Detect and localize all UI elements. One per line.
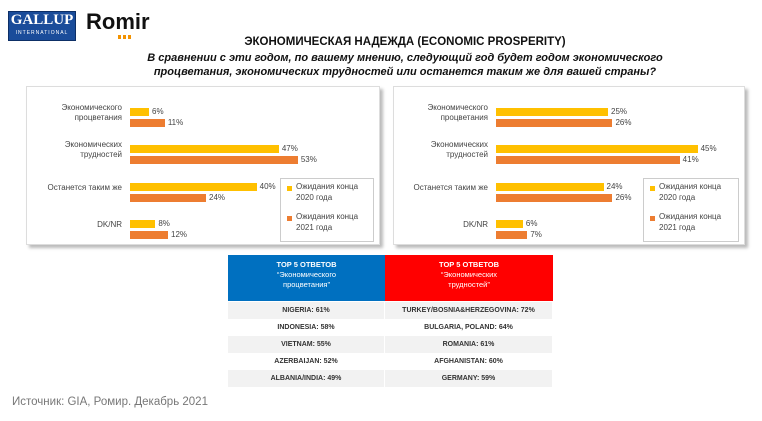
bar bbox=[496, 145, 698, 153]
table-cell: ROMANIA: 61% bbox=[385, 336, 553, 353]
value-label: 24% bbox=[606, 182, 623, 191]
value-label: 7% bbox=[530, 230, 542, 239]
value-label: 6% bbox=[152, 107, 164, 116]
table-cell: VIETNAM: 55% bbox=[228, 336, 385, 353]
table-cell: BULGARIA, POLAND: 64% bbox=[385, 319, 553, 336]
value-label: 53% bbox=[300, 155, 317, 164]
table-cell: AZERBAIJAN: 52% bbox=[228, 353, 385, 370]
source: Источник: GIA, Ромир. Декабрь 2021 bbox=[12, 396, 208, 408]
category-label: Экономических трудностей bbox=[64, 140, 122, 159]
legend-label: Ожидания конца 2021 года bbox=[659, 212, 722, 232]
table-cell: AFGHANISTAN: 60% bbox=[385, 353, 553, 370]
legend-label: Ожидания конца 2020 года bbox=[296, 182, 359, 202]
header-top: TOP 5 ОТВЕТОВ bbox=[276, 260, 337, 269]
header-sub: “Экономических трудностей” bbox=[440, 270, 498, 289]
bar bbox=[496, 220, 523, 228]
bar bbox=[496, 183, 604, 191]
value-label: 24% bbox=[209, 193, 226, 202]
legend-label: Ожидания конца 2021 года bbox=[296, 212, 359, 232]
table-header bbox=[228, 255, 385, 301]
gallup-logo bbox=[8, 11, 76, 41]
header-sub: “Экономического процветания” bbox=[276, 270, 337, 289]
value-label: 47% bbox=[281, 144, 298, 153]
bar bbox=[130, 119, 165, 127]
bar bbox=[496, 119, 613, 127]
bar bbox=[496, 231, 528, 239]
bar bbox=[130, 108, 149, 116]
category-label: DK/NR bbox=[97, 220, 122, 229]
value-label: 8% bbox=[158, 219, 170, 228]
bar bbox=[496, 194, 613, 202]
table-cell: INDONESIA: 58% bbox=[228, 319, 385, 336]
legend-swatch bbox=[287, 216, 292, 221]
value-label: 45% bbox=[700, 144, 717, 153]
category-label: Экономического процветания bbox=[427, 103, 488, 122]
value-label: 25% bbox=[611, 107, 628, 116]
value-label: 26% bbox=[615, 118, 632, 127]
legend bbox=[643, 178, 739, 242]
table-header bbox=[385, 255, 553, 301]
value-label: 26% bbox=[615, 193, 632, 202]
category-label: Останется таким же bbox=[413, 183, 489, 192]
legend-label: Ожидания конца 2020 года bbox=[659, 182, 722, 202]
table-cell: NIGERIA: 61% bbox=[228, 302, 385, 319]
table-cell: ALBANIA/INDIA: 49% bbox=[228, 370, 385, 387]
category-label: DK/NR bbox=[463, 220, 488, 229]
bar bbox=[130, 145, 279, 153]
legend-swatch bbox=[287, 186, 292, 191]
bar bbox=[130, 156, 298, 164]
bar bbox=[130, 231, 168, 239]
bar bbox=[130, 183, 257, 191]
legend-swatch bbox=[650, 216, 655, 221]
value-label: 41% bbox=[682, 155, 699, 164]
romir-dots bbox=[118, 35, 132, 39]
value-label: 11% bbox=[167, 118, 184, 127]
title: ЭКОНОМИЧЕСКАЯ НАДЕЖДА (ECONOMIC PROSPERI… bbox=[244, 36, 566, 48]
legend bbox=[280, 178, 374, 242]
bar bbox=[496, 156, 680, 164]
romir-logo: Romir bbox=[86, 9, 150, 34]
gallup-text: GALLUP bbox=[10, 12, 74, 28]
value-label: 12% bbox=[171, 230, 188, 239]
value-label: 6% bbox=[525, 219, 538, 228]
value-label: 40% bbox=[259, 182, 276, 191]
bar bbox=[130, 194, 206, 202]
category-label: Останется таким же bbox=[47, 183, 123, 192]
bar bbox=[130, 220, 156, 228]
table-cell: TURKEY/BOSNIA&HERZEGOVINA: 72% bbox=[385, 302, 553, 319]
category-label: Экономических трудностей bbox=[430, 140, 488, 159]
category-label: Экономического процветания bbox=[61, 103, 122, 122]
gallup-sub: INTERNATIONAL bbox=[15, 30, 69, 36]
header-top: TOP 5 ОТВЕТОВ bbox=[439, 260, 499, 269]
table-cell: GERMANY: 59% bbox=[385, 370, 553, 387]
legend-swatch bbox=[650, 186, 655, 191]
subtitle: В сравнении с эти годом, по вашему мнени… bbox=[147, 52, 663, 78]
bar bbox=[496, 108, 608, 116]
